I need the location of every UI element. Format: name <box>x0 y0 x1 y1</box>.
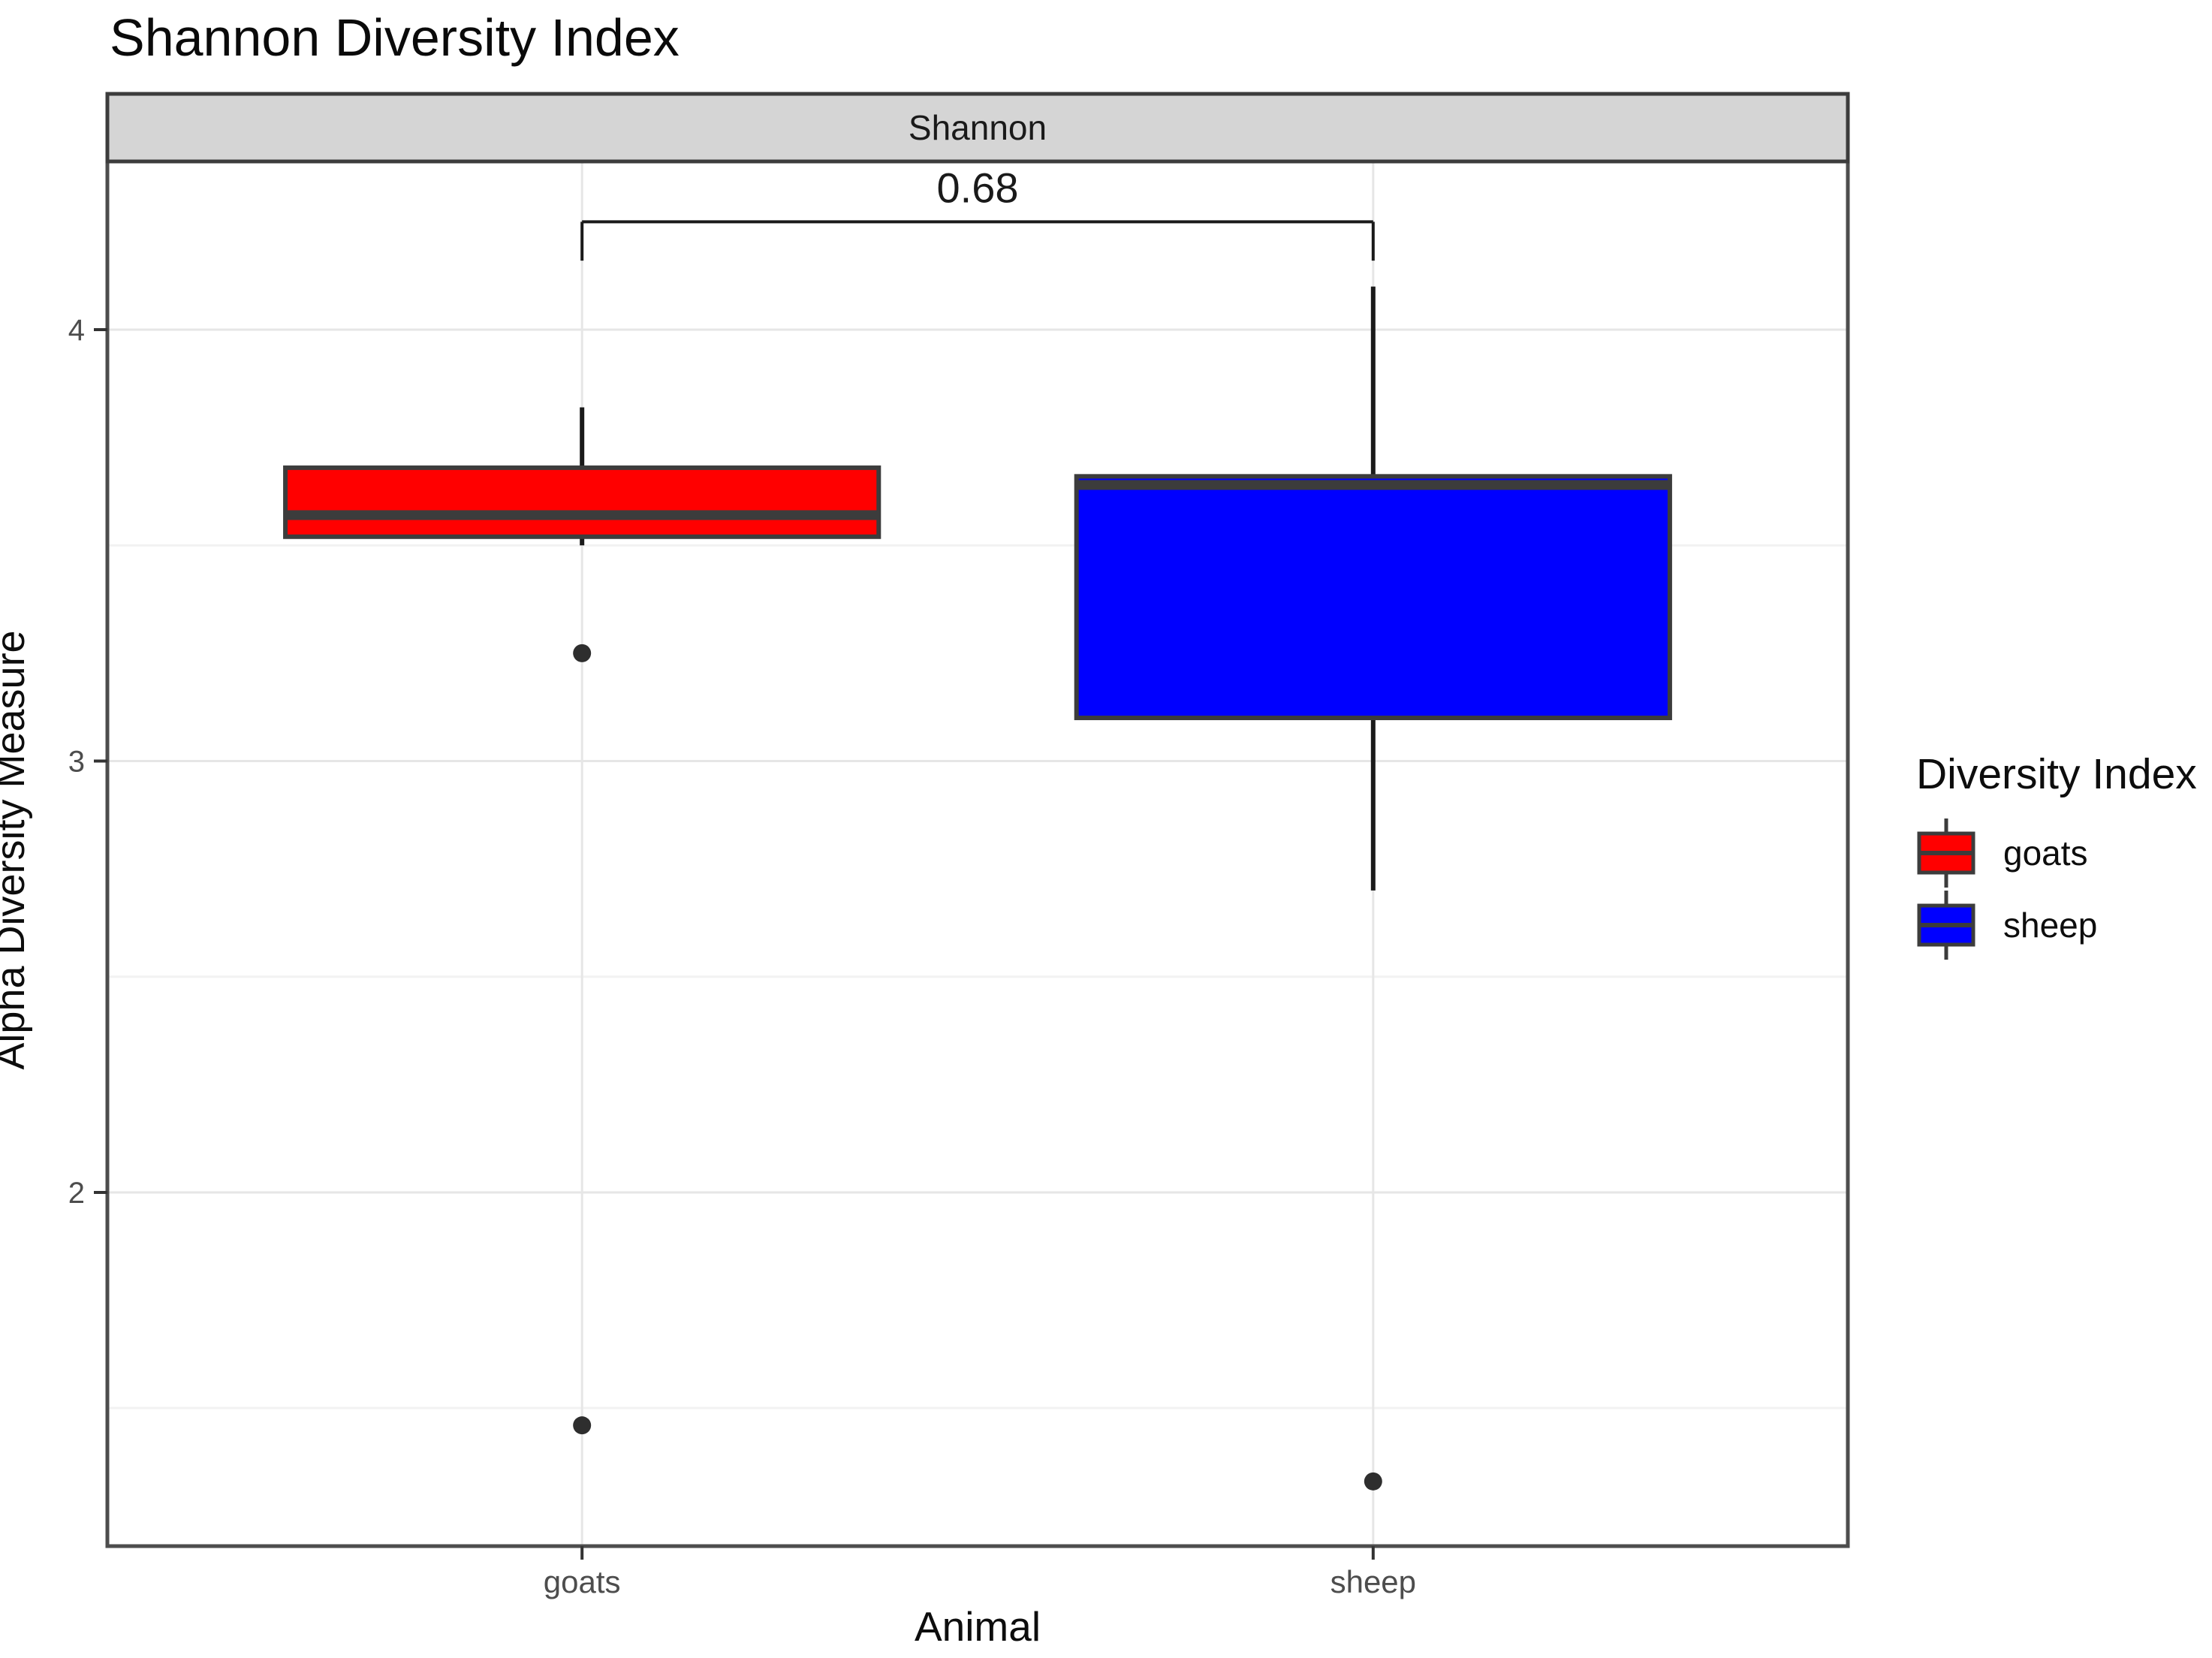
legend-title: Diversity Index <box>1916 750 2197 798</box>
facet-strip <box>105 92 1850 164</box>
y-tick-label: 2 <box>68 1177 85 1210</box>
box-goats <box>283 465 881 539</box>
y-tick-label: 4 <box>68 314 85 347</box>
outlier-point-goats <box>573 644 592 662</box>
x-axis-title: Animal <box>914 1603 1041 1650</box>
significance-label: 0.68 <box>937 164 1019 211</box>
box-sheep <box>1074 474 1672 721</box>
legend-item-sheep: sheep <box>1916 889 2209 961</box>
x-tick-label-goats: goats <box>544 1564 621 1599</box>
legend-key-sheep-boxplot-icon <box>1917 891 1975 960</box>
y-tick-label: 3 <box>68 745 85 778</box>
outlier-point-goats <box>573 1416 592 1435</box>
outlier-point-sheep <box>1364 1472 1382 1491</box>
facet-strip-label: Shannon <box>909 108 1047 147</box>
legend-key-goats-boxplot-icon <box>1917 818 1975 888</box>
legend-label-goats: goats <box>2003 834 2088 873</box>
x-tick-label-sheep: sheep <box>1331 1564 1416 1599</box>
legend-item-goats: goats <box>1916 817 2209 889</box>
y-axis-title: Alpha Diversity Measure <box>0 630 33 1070</box>
panel-background <box>107 161 1848 1546</box>
legend-label-sheep: sheep <box>2003 906 2098 945</box>
plot-title: Shannon Diversity Index <box>110 8 680 67</box>
legend: Diversity Index goats sheep <box>1916 749 2209 961</box>
